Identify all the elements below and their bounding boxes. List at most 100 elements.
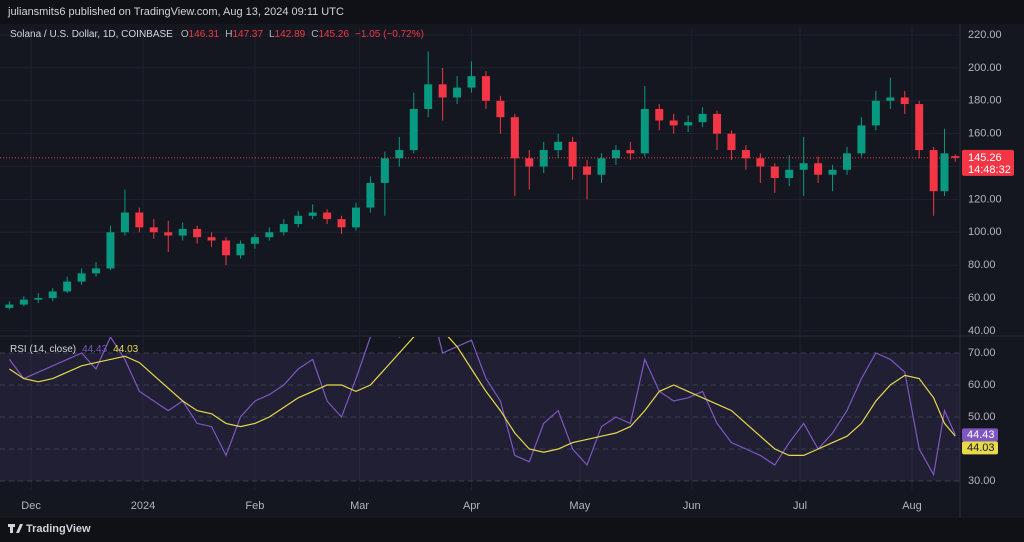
- x-tick-label: Jun: [683, 500, 701, 512]
- candle-body: [554, 141, 563, 151]
- candle-body: [669, 120, 678, 126]
- footer-logo: [8, 524, 23, 533]
- last-price-label: 145.26: [968, 152, 1002, 164]
- candle-body: [395, 150, 404, 159]
- legend-value: 44.03: [113, 344, 138, 355]
- candle-body: [756, 158, 765, 167]
- candle-body: [77, 273, 86, 282]
- x-tick-label: May: [569, 500, 590, 512]
- candle-body: [900, 97, 909, 105]
- legend-key: L: [269, 29, 275, 40]
- candle-body: [34, 298, 43, 300]
- candle-body: [63, 281, 72, 292]
- value-tag: [962, 441, 998, 455]
- candle-body: [857, 125, 866, 154]
- candle-body: [929, 150, 938, 192]
- y-tick-label: 60.00: [968, 379, 996, 391]
- legend-value: 142.89: [275, 29, 306, 40]
- y-tick-label: 100.00: [968, 226, 1002, 238]
- x-tick-label: 2024: [131, 500, 155, 512]
- candle-body: [568, 141, 577, 167]
- footer-brand: TradingView: [26, 523, 91, 535]
- candle-body: [279, 224, 288, 233]
- legend-change: −1.05 (−0.72%): [355, 29, 424, 40]
- y-tick-label: 80.00: [968, 259, 996, 271]
- candle-body: [409, 108, 418, 151]
- candle-body: [48, 291, 57, 299]
- y-tick-label: 30.00: [968, 475, 996, 487]
- y-tick-label: 70.00: [968, 347, 996, 359]
- y-tick-label: 220.00: [968, 29, 1002, 41]
- legend: RSI (14, close) 44.43 44.03: [10, 344, 139, 355]
- candle-body: [5, 304, 14, 308]
- legend-value: 146.31: [189, 29, 220, 40]
- candle-body: [337, 219, 346, 228]
- legend-title: RSI (14, close): [10, 344, 76, 355]
- candle-body: [222, 240, 231, 256]
- candle-body: [698, 113, 707, 123]
- y-tick-label: 180.00: [968, 95, 1002, 107]
- candle-body: [785, 169, 794, 179]
- candle-body: [308, 212, 317, 216]
- candle-body: [915, 104, 924, 151]
- candle-body: [424, 84, 433, 109]
- rsi-line: [8, 337, 956, 477]
- candle-body: [19, 299, 28, 305]
- candle-body: [799, 163, 808, 170]
- legend-key: C: [311, 29, 318, 40]
- candle-body: [597, 158, 606, 175]
- candle-body: [951, 156, 960, 158]
- candle-body: [940, 153, 949, 192]
- candle-body: [207, 237, 216, 241]
- x-tick-label: Aug: [902, 500, 922, 512]
- value-tag-label: 44.43: [967, 429, 995, 441]
- candle-body: [323, 212, 332, 220]
- candle-body: [727, 133, 736, 151]
- legend-title: Solana / U.S. Dollar, 1D, COINBASE: [10, 29, 173, 40]
- candle-body: [135, 212, 144, 228]
- y-tick-label: 200.00: [968, 62, 1002, 74]
- candle-body: [380, 158, 389, 183]
- y-tick-label: 60.00: [968, 292, 996, 304]
- candle-body: [713, 113, 722, 134]
- x-tick-label: Apr: [463, 500, 480, 512]
- legend-key: H: [225, 29, 232, 40]
- value-tag-label: 44.03: [967, 442, 995, 454]
- legend-key: O: [181, 29, 189, 40]
- candle-body: [250, 237, 259, 244]
- candle-body: [871, 100, 880, 126]
- candle-body: [438, 84, 447, 98]
- candle-body: [481, 76, 490, 101]
- candle-body: [611, 150, 620, 159]
- candle-body: [193, 228, 202, 238]
- rsi-lines: [8, 337, 956, 477]
- value-tag: [962, 428, 998, 442]
- x-tick-label: Jul: [793, 500, 807, 512]
- candle-body: [640, 108, 649, 154]
- countdown-label: 14:48:32: [968, 164, 1011, 176]
- header-text: juliansmits6 published on TradingView.co…: [7, 6, 344, 18]
- plot-background: [0, 24, 1024, 518]
- candle-body: [842, 153, 851, 170]
- candle-body: [467, 76, 476, 88]
- y-tick-label: 120.00: [968, 193, 1002, 205]
- x-tick-label: Feb: [245, 500, 264, 512]
- candle-body: [453, 87, 462, 98]
- candle-body: [496, 100, 505, 118]
- candle-body: [510, 117, 519, 159]
- last-price-tag: [962, 149, 1014, 176]
- y-tick-label: 40.00: [968, 325, 996, 337]
- candle-body: [366, 182, 375, 208]
- x-tick-label: Dec: [21, 500, 41, 512]
- candles: [5, 51, 960, 310]
- candle-body: [265, 232, 274, 238]
- x-tick-label: Mar: [350, 500, 369, 512]
- candle-body: [149, 227, 158, 233]
- legend-value: 145.26: [318, 29, 349, 40]
- legend-value: 44.43: [82, 344, 107, 355]
- candle-body: [886, 97, 895, 101]
- candle-body: [684, 122, 693, 126]
- candle-body: [770, 166, 779, 179]
- candle-body: [828, 169, 837, 175]
